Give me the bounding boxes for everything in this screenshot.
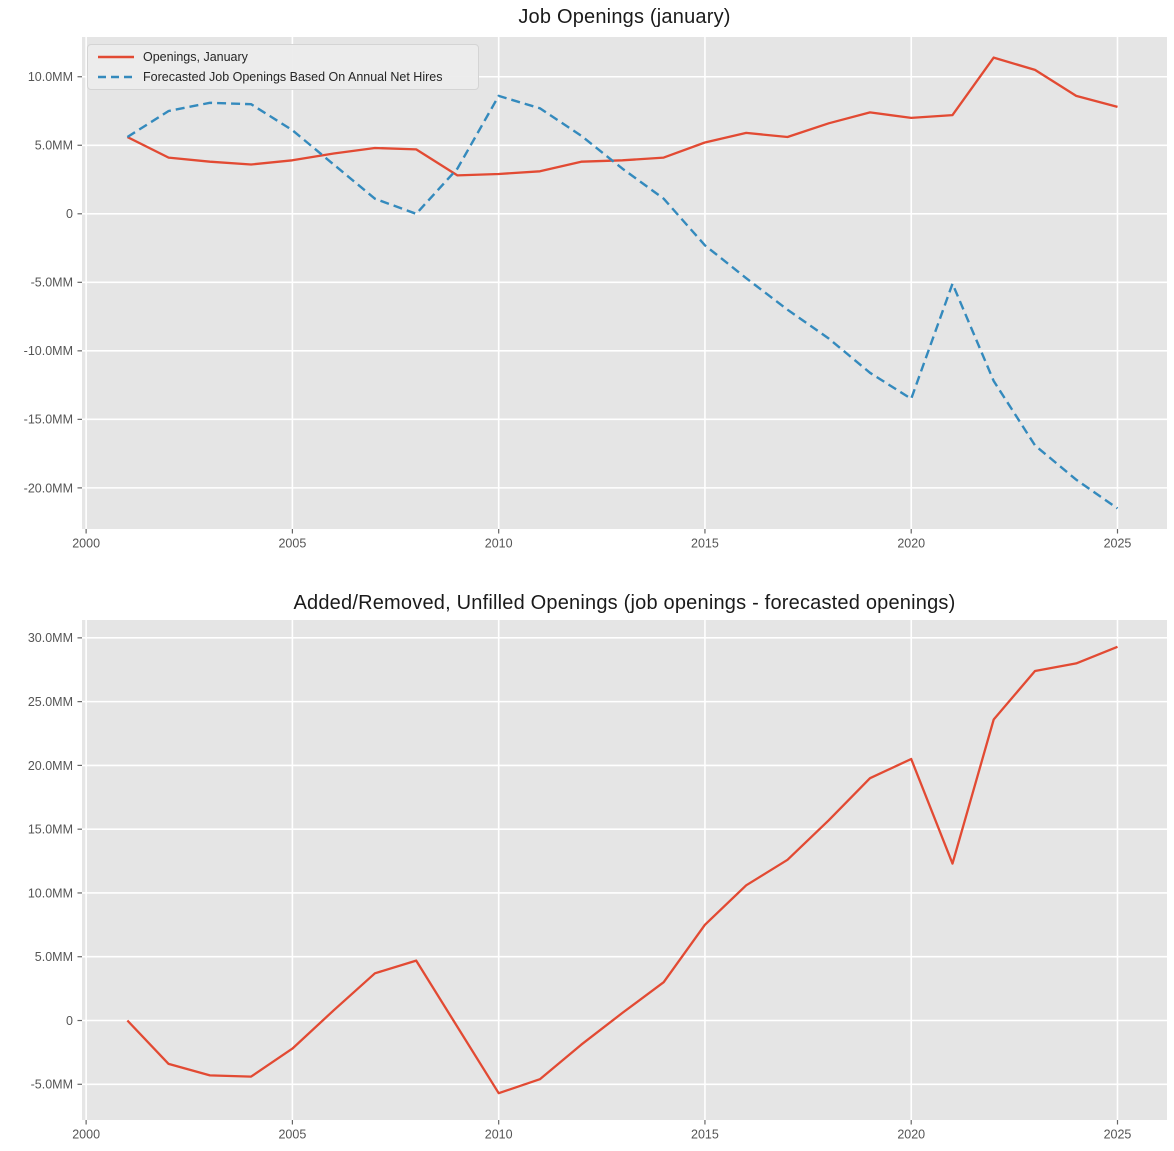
y-tick-label: 20.0MM <box>28 759 73 773</box>
y-tick-label: -10.0MM <box>24 344 73 358</box>
series-line-1-0 <box>126 645 1118 1095</box>
y-tick-label: 0 <box>66 207 73 221</box>
y-tick-label: 25.0MM <box>28 695 73 709</box>
legend-label-forecast: Forecasted Job Openings Based On Annual … <box>143 69 443 84</box>
y-tick-label: -5.0MM <box>31 1078 73 1092</box>
plot-area <box>82 620 1167 1120</box>
plot-area <box>82 37 1167 529</box>
y-tick-label: 10.0MM <box>28 70 73 84</box>
y-tick-label: -5.0MM <box>31 276 73 290</box>
legend-line-dashed-icon <box>98 75 134 78</box>
x-tick-label: 2010 <box>485 537 513 551</box>
legend-entry-forecast: Forecasted Job Openings Based On Annual … <box>98 69 468 86</box>
series-line-0-1 <box>126 94 1119 510</box>
x-tick-label: 2025 <box>1104 1128 1132 1142</box>
y-tick-label: 10.0MM <box>28 886 73 900</box>
x-tick-label: 2005 <box>278 537 306 551</box>
top-chart-title: Job Openings (january) <box>518 6 731 28</box>
y-tick-label: -20.0MM <box>24 481 73 495</box>
x-tick-label: 2000 <box>72 537 100 551</box>
x-tick-label: 2015 <box>691 537 719 551</box>
legend-line-solid-icon <box>98 56 134 59</box>
y-tick-label: -15.0MM <box>24 413 73 427</box>
bottom-chart-title: Added/Removed, Unfilled Openings (job op… <box>293 592 956 614</box>
x-tick-label: 2020 <box>897 1128 925 1142</box>
x-tick-label: 2015 <box>691 1128 719 1142</box>
x-tick-label: 2010 <box>485 1128 513 1142</box>
y-tick-label: 0 <box>66 1014 73 1028</box>
legend: Openings, January Forecasted Job Opening… <box>87 44 479 90</box>
legend-label-openings: Openings, January <box>143 50 248 65</box>
y-tick-label: 5.0MM <box>35 139 73 153</box>
y-tick-label: 30.0MM <box>28 631 73 645</box>
x-tick-label: 2000 <box>72 1128 100 1142</box>
x-tick-label: 2025 <box>1104 537 1132 551</box>
y-tick-label: 5.0MM <box>35 950 73 964</box>
legend-entry-openings: Openings, January <box>98 49 468 66</box>
x-tick-label: 2005 <box>278 1128 306 1142</box>
x-tick-label: 2020 <box>897 537 925 551</box>
y-tick-label: 15.0MM <box>28 823 73 837</box>
